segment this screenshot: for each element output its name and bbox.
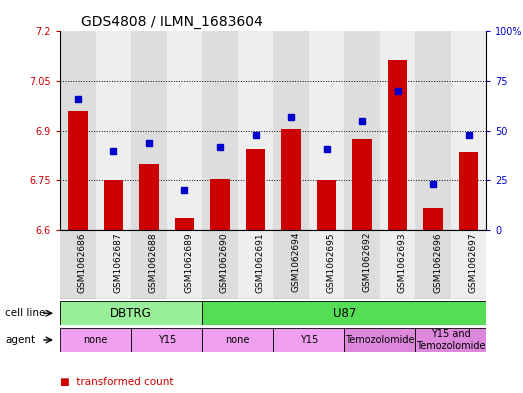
Bar bbox=[273, 230, 309, 299]
Bar bbox=[238, 31, 273, 230]
Bar bbox=[380, 31, 415, 230]
Bar bbox=[388, 60, 407, 230]
Bar bbox=[131, 31, 167, 230]
Text: Y15: Y15 bbox=[157, 335, 176, 345]
Bar bbox=[68, 111, 88, 230]
Bar bbox=[202, 230, 238, 299]
Text: GSM1062695: GSM1062695 bbox=[326, 232, 336, 293]
Text: GSM1062687: GSM1062687 bbox=[113, 232, 122, 293]
Bar bbox=[167, 230, 202, 299]
Bar bbox=[451, 230, 486, 299]
Text: GDS4808 / ILMN_1683604: GDS4808 / ILMN_1683604 bbox=[82, 15, 263, 29]
Text: cell line: cell line bbox=[5, 308, 46, 318]
Bar bbox=[60, 31, 96, 230]
Text: GSM1062697: GSM1062697 bbox=[469, 232, 477, 293]
Bar bbox=[451, 31, 486, 230]
Text: GSM1062689: GSM1062689 bbox=[185, 232, 194, 293]
Bar bbox=[60, 230, 96, 299]
Bar bbox=[96, 31, 131, 230]
Text: Y15: Y15 bbox=[300, 335, 318, 345]
Bar bbox=[238, 230, 273, 299]
Text: U87: U87 bbox=[333, 307, 356, 320]
Bar bbox=[96, 230, 131, 299]
Bar bbox=[415, 328, 486, 352]
Bar bbox=[380, 230, 415, 299]
Bar bbox=[309, 230, 344, 299]
Text: GSM1062688: GSM1062688 bbox=[149, 232, 158, 293]
Text: Temozolomide: Temozolomide bbox=[345, 335, 415, 345]
Bar bbox=[415, 31, 451, 230]
Text: GSM1062690: GSM1062690 bbox=[220, 232, 229, 293]
Bar bbox=[202, 301, 486, 325]
Bar bbox=[273, 328, 344, 352]
Bar bbox=[131, 230, 167, 299]
Text: none: none bbox=[225, 335, 250, 345]
Bar bbox=[309, 31, 344, 230]
Text: Y15 and
Temozolomide: Y15 and Temozolomide bbox=[416, 329, 486, 351]
Text: DBTRG: DBTRG bbox=[110, 307, 152, 320]
Text: ■  transformed count: ■ transformed count bbox=[60, 376, 174, 387]
Bar bbox=[281, 129, 301, 230]
Bar bbox=[210, 179, 230, 230]
Text: none: none bbox=[84, 335, 108, 345]
Bar bbox=[423, 208, 443, 230]
Bar bbox=[60, 301, 202, 325]
Bar bbox=[459, 152, 479, 230]
Text: agent: agent bbox=[5, 335, 36, 345]
Text: GSM1062686: GSM1062686 bbox=[78, 232, 87, 293]
Bar bbox=[202, 31, 238, 230]
Text: GSM1062696: GSM1062696 bbox=[433, 232, 442, 293]
Bar bbox=[344, 230, 380, 299]
Text: GSM1062693: GSM1062693 bbox=[397, 232, 406, 293]
Text: GSM1062691: GSM1062691 bbox=[256, 232, 265, 293]
Bar bbox=[202, 328, 273, 352]
Bar bbox=[246, 149, 265, 230]
Bar bbox=[317, 180, 336, 230]
Bar bbox=[344, 31, 380, 230]
Text: GSM1062694: GSM1062694 bbox=[291, 232, 300, 292]
Bar bbox=[167, 31, 202, 230]
Bar bbox=[344, 328, 415, 352]
Bar bbox=[353, 139, 372, 230]
Bar bbox=[273, 31, 309, 230]
Bar bbox=[175, 219, 194, 230]
Bar bbox=[60, 328, 131, 352]
Bar bbox=[131, 328, 202, 352]
Text: GSM1062692: GSM1062692 bbox=[362, 232, 371, 292]
Bar bbox=[415, 230, 451, 299]
Bar bbox=[104, 180, 123, 230]
Bar bbox=[139, 164, 158, 230]
